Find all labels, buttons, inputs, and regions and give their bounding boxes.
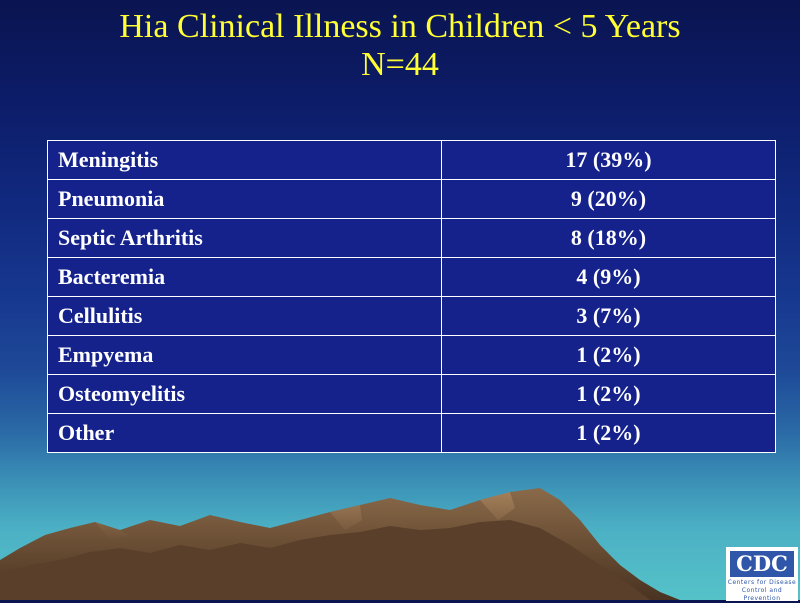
row-value: 9 (20%) [441, 179, 776, 219]
row-value: 8 (18%) [441, 218, 776, 258]
row-label: Cellulitis [47, 296, 442, 336]
row-label: Empyema [47, 335, 442, 375]
table-row: Meningitis 17 (39%) [47, 140, 776, 180]
row-value: 1 (2%) [441, 413, 776, 453]
row-label: Meningitis [47, 140, 442, 180]
table-row: Septic Arthritis 8 (18%) [47, 218, 776, 258]
illness-table: Meningitis 17 (39%) Pneumonia 9 (20%) Se… [47, 140, 776, 453]
table-row: Bacteremia 4 (9%) [47, 257, 776, 297]
cdc-logo-mark: CDC [730, 551, 794, 577]
slide-title-line2: N=44 [361, 46, 439, 83]
table-row: Osteomyelitis 1 (2%) [47, 374, 776, 414]
cdc-logo: CDC Centers for Disease Control and Prev… [726, 547, 798, 603]
slide-title: Hia Clinical Illness in Children < 5 Yea… [0, 8, 800, 84]
row-value: 3 (7%) [441, 296, 776, 336]
cdc-logo-text: Centers for Disease Control and Preventi… [727, 579, 797, 603]
table-row: Other 1 (2%) [47, 413, 776, 453]
row-label: Bacteremia [47, 257, 442, 297]
cdc-logo-line2: Control and Prevention [741, 587, 783, 602]
table-row: Empyema 1 (2%) [47, 335, 776, 375]
slide-title-line1: Hia Clinical Illness in Children < 5 Yea… [119, 8, 681, 45]
row-value: 17 (39%) [441, 140, 776, 180]
table-row: Cellulitis 3 (7%) [47, 296, 776, 336]
mountain-range-front [0, 520, 650, 600]
row-value: 1 (2%) [441, 374, 776, 414]
cdc-logo-line1: Centers for Disease [727, 579, 797, 586]
row-label: Other [47, 413, 442, 453]
